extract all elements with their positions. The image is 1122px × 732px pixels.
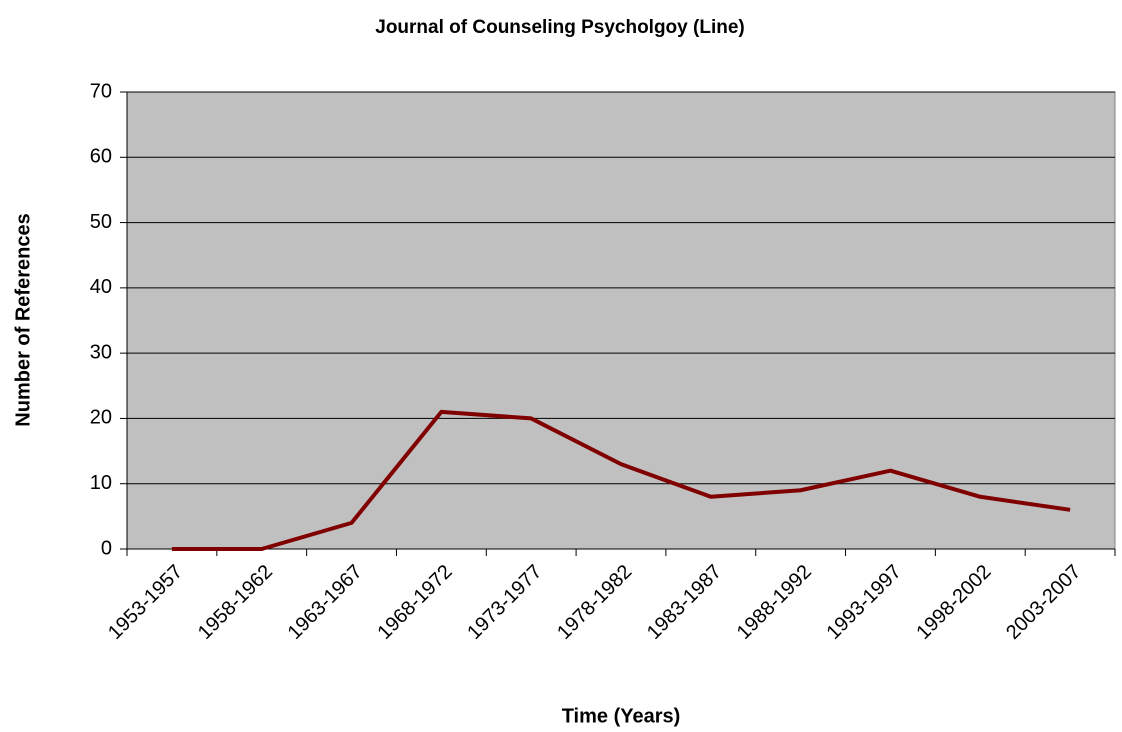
x-tick-label: 1963-1967: [284, 561, 367, 644]
x-tick-label: 1988-1992: [733, 561, 816, 644]
y-tick-label: 50: [90, 211, 112, 233]
x-tick-label: 2003-2007: [1002, 561, 1085, 644]
x-tick-label: 1978-1982: [553, 561, 636, 644]
plot-area: [126, 91, 1116, 550]
x-tick-label: 1993-1997: [823, 561, 906, 644]
x-tick-label: 1958-1962: [194, 561, 277, 644]
y-tick-label: 10: [90, 472, 112, 494]
y-tick-label: 0: [101, 537, 112, 559]
data-line: [171, 409, 1071, 551]
x-tick-label: 1968-1972: [373, 561, 456, 644]
y-tick-label: 20: [90, 407, 112, 429]
x-axis-label: Time (Years): [562, 705, 681, 727]
x-tick-label: 1973-1977: [463, 561, 546, 644]
y-tick-label: 40: [90, 276, 112, 298]
x-tick-label: 1983-1987: [643, 561, 726, 644]
y-tick-label: 30: [90, 341, 112, 363]
y-tick-label: 70: [90, 80, 112, 102]
y-axis-label: Number of References: [12, 213, 34, 426]
x-tick-label: 1953-1957: [104, 561, 187, 644]
y-tick-label: 60: [90, 146, 112, 168]
x-tick-label: 1998-2002: [912, 561, 995, 644]
chart-title: Journal of Counseling Psycholgoy (Line): [375, 17, 744, 38]
